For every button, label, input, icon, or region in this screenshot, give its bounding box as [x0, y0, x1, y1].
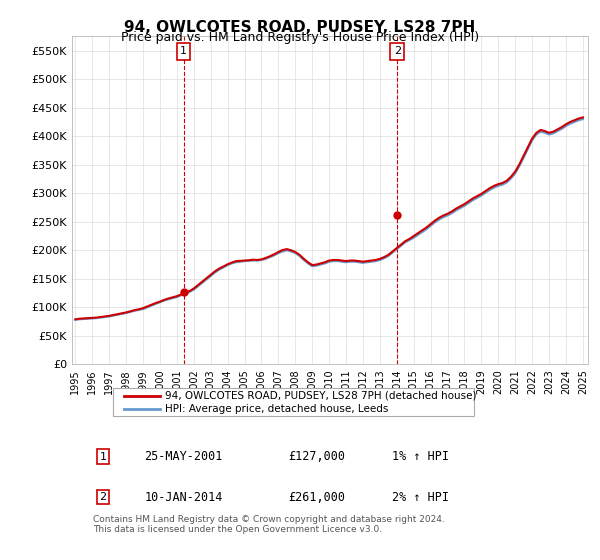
- Text: 10-JAN-2014: 10-JAN-2014: [144, 491, 223, 503]
- Text: HPI: Average price, detached house, Leeds: HPI: Average price, detached house, Leed…: [165, 404, 388, 414]
- Text: 25-MAY-2001: 25-MAY-2001: [144, 450, 223, 463]
- Text: 94, OWLCOTES ROAD, PUDSEY, LS28 7PH (detached house): 94, OWLCOTES ROAD, PUDSEY, LS28 7PH (det…: [165, 391, 476, 401]
- Text: Contains HM Land Registry data © Crown copyright and database right 2024.
This d: Contains HM Land Registry data © Crown c…: [92, 515, 445, 534]
- Text: 2: 2: [394, 46, 401, 56]
- Text: 2% ↑ HPI: 2% ↑ HPI: [392, 491, 449, 503]
- FancyBboxPatch shape: [113, 388, 475, 416]
- Text: £127,000: £127,000: [289, 450, 346, 463]
- Text: £261,000: £261,000: [289, 491, 346, 503]
- Text: 1: 1: [180, 46, 187, 56]
- Text: 94, OWLCOTES ROAD, PUDSEY, LS28 7PH: 94, OWLCOTES ROAD, PUDSEY, LS28 7PH: [124, 20, 476, 35]
- Text: Price paid vs. HM Land Registry's House Price Index (HPI): Price paid vs. HM Land Registry's House …: [121, 31, 479, 44]
- Text: 2: 2: [100, 492, 107, 502]
- Text: 1% ↑ HPI: 1% ↑ HPI: [392, 450, 449, 463]
- Text: 1: 1: [100, 451, 106, 461]
